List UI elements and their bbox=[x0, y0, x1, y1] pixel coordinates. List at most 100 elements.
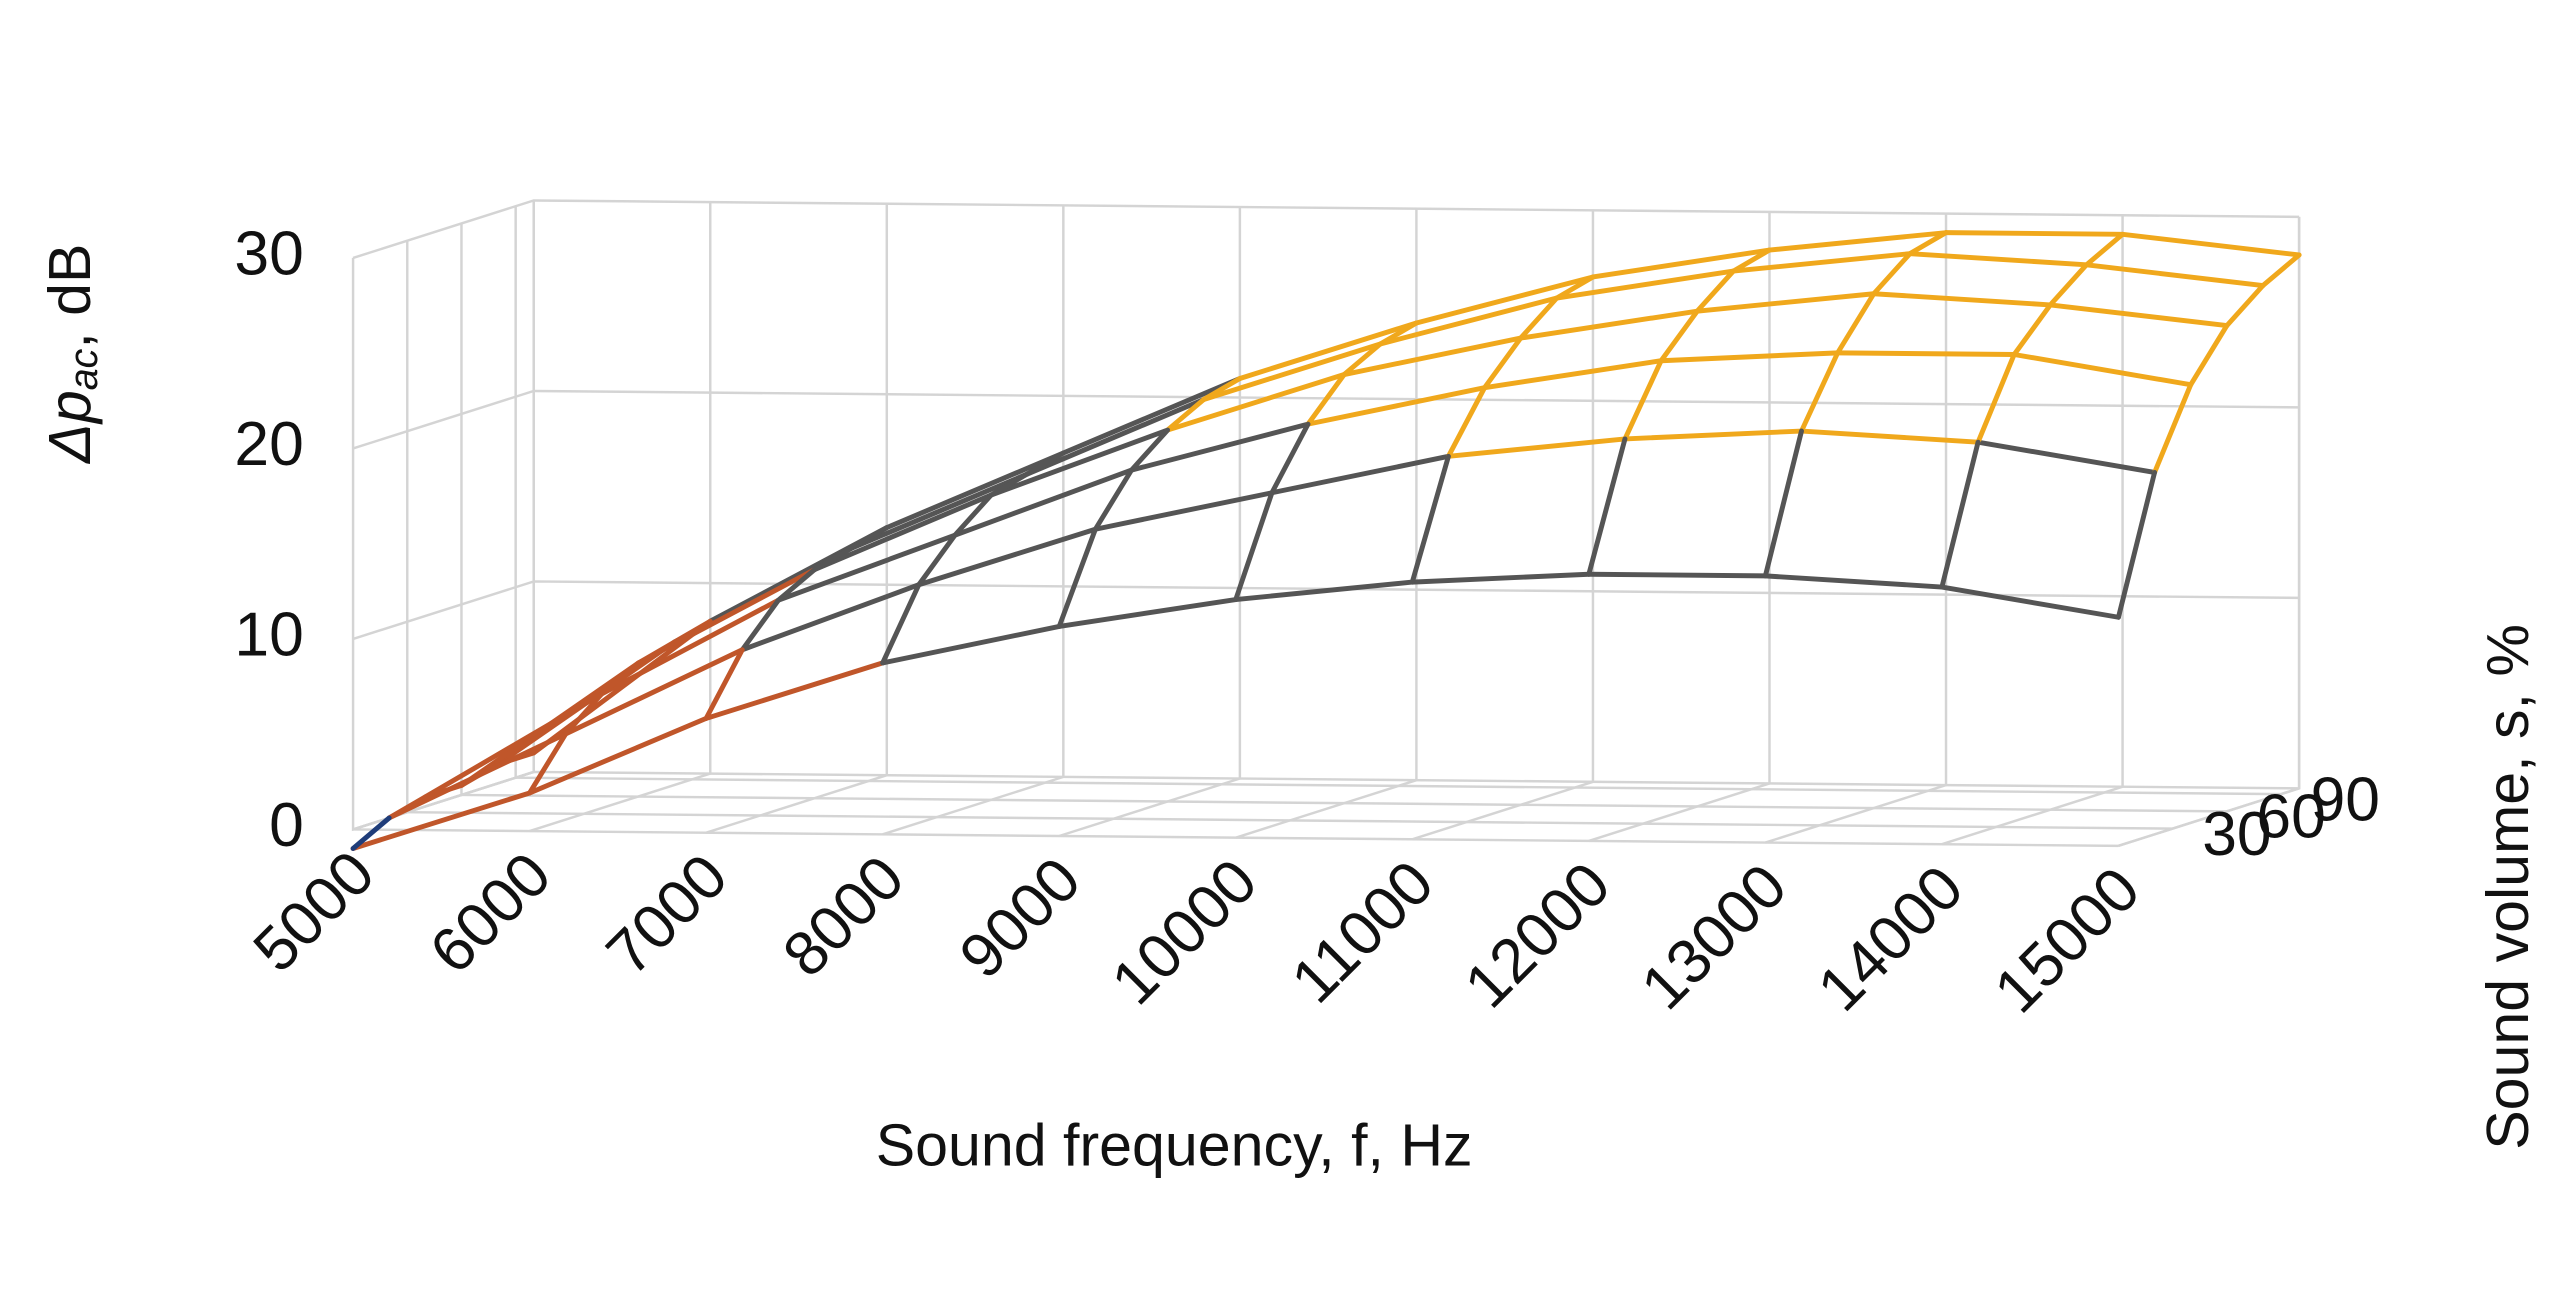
grid-line bbox=[460, 223, 2227, 813]
surface-segment bbox=[1658, 308, 1700, 364]
surface-segment bbox=[1377, 320, 1419, 347]
surface-segment bbox=[350, 815, 392, 851]
surface-segment bbox=[1554, 274, 1596, 301]
surface-segment bbox=[1694, 268, 1736, 314]
surface-segment bbox=[386, 794, 428, 821]
surface-segment bbox=[1445, 385, 1488, 459]
surface-segment bbox=[1092, 467, 1134, 532]
surface-segment bbox=[1939, 439, 1981, 590]
surface-segment bbox=[1622, 428, 1804, 442]
surface-segment bbox=[1586, 436, 1628, 577]
surface-segment bbox=[848, 471, 1030, 552]
box-edge bbox=[353, 828, 2119, 848]
grid-line bbox=[2118, 216, 2301, 848]
surface-segment bbox=[1092, 490, 1275, 532]
surface-segment bbox=[1835, 291, 1877, 356]
surface-segment bbox=[422, 691, 605, 800]
surface-segment bbox=[1799, 428, 1981, 445]
grid-layer bbox=[351, 199, 2301, 848]
surface-segment bbox=[1762, 573, 1945, 590]
box-edge bbox=[351, 200, 535, 832]
surface-segment bbox=[1201, 341, 1383, 402]
surface-segment bbox=[1975, 439, 2158, 475]
surface-segment bbox=[739, 597, 781, 653]
surface-segment bbox=[952, 467, 1134, 538]
surface-segment bbox=[988, 471, 1030, 498]
surface-segment bbox=[1165, 397, 1207, 433]
surface-segment bbox=[386, 731, 569, 821]
surface-segment bbox=[1377, 295, 1560, 347]
z-tick-label: 20 bbox=[234, 410, 303, 479]
surface-segment bbox=[599, 597, 781, 697]
surface-segment bbox=[880, 623, 1062, 666]
surface-segment bbox=[1269, 453, 1451, 496]
surface-segment bbox=[2120, 231, 2302, 258]
surface-segment bbox=[1341, 341, 1383, 377]
surface-segment bbox=[2011, 352, 2194, 388]
grid-line bbox=[352, 770, 2300, 831]
surface-segment bbox=[988, 427, 1171, 498]
x-tick-label: 6000 bbox=[417, 840, 564, 987]
surface-segment bbox=[1233, 579, 1415, 602]
surface-segment bbox=[775, 567, 818, 603]
surface-segment bbox=[527, 715, 709, 796]
surface-segment bbox=[848, 525, 890, 552]
x-tick-label: 11000 bbox=[1279, 848, 1447, 1016]
surface-segment bbox=[1730, 251, 1913, 274]
x-tick-label: 5000 bbox=[241, 838, 388, 985]
surface-segment bbox=[1165, 372, 1347, 433]
surface-segment bbox=[2115, 469, 2158, 620]
surface-segment bbox=[1056, 526, 1098, 629]
y-axis-title: Sound volume, s, % bbox=[2474, 624, 2541, 1150]
surface-segment bbox=[635, 639, 677, 666]
grid-line bbox=[352, 389, 2300, 450]
surface-segment bbox=[1482, 358, 1664, 391]
surface-segment bbox=[1730, 247, 1772, 274]
x-tick-label: 15000 bbox=[1982, 855, 2153, 1026]
surface-segment bbox=[703, 660, 886, 721]
surface-segment bbox=[739, 582, 922, 653]
z-axis-title: Δpac, dB bbox=[36, 244, 107, 465]
surface-segment bbox=[1975, 352, 2017, 445]
label-layer: 5000 6000 7000 8000 9000 10000 11000 12000 13000… bbox=[234, 219, 2380, 1026]
x-tick-label: 13000 bbox=[1629, 851, 1800, 1022]
z-tick-label: 0 bbox=[269, 791, 304, 860]
grid-line bbox=[406, 240, 2173, 830]
surface-segment bbox=[884, 450, 1066, 531]
surface-segment bbox=[1590, 247, 1772, 280]
surface-segment bbox=[1767, 230, 1949, 253]
surface-segment bbox=[952, 492, 994, 538]
y-tick-label: 90 bbox=[2311, 765, 2380, 834]
surface-segment bbox=[916, 532, 958, 588]
surface-segment bbox=[563, 691, 605, 737]
surface-segment bbox=[1060, 376, 1243, 456]
surface-segment bbox=[775, 532, 958, 603]
surface-segment bbox=[2152, 382, 2194, 475]
grid-line bbox=[352, 199, 2300, 260]
surface-segment bbox=[1943, 230, 2126, 237]
surface-segment bbox=[1799, 350, 1841, 434]
surface-segment bbox=[563, 647, 745, 737]
surface-segment bbox=[1835, 350, 2017, 357]
surface-segment bbox=[880, 582, 922, 666]
surface-segment bbox=[2011, 302, 2053, 357]
surface-segment bbox=[2188, 323, 2230, 388]
surface-segment bbox=[2083, 262, 2266, 288]
surface-segment bbox=[1305, 372, 1347, 427]
grid-line bbox=[514, 206, 2282, 796]
grid-line bbox=[1058, 207, 1242, 838]
x-tick-label: 8000 bbox=[770, 843, 917, 990]
x-tick-label: 7000 bbox=[594, 842, 741, 989]
surface-segment bbox=[1586, 571, 1768, 579]
surface-segment bbox=[1694, 291, 1877, 314]
z-tick-label: 10 bbox=[234, 600, 303, 669]
surface-segment bbox=[599, 660, 641, 697]
surface-segment bbox=[1907, 251, 2089, 268]
surface-segment bbox=[1518, 308, 1700, 341]
surface-segment bbox=[1907, 230, 1949, 257]
z-axis-subscript: ac bbox=[62, 348, 106, 390]
surface-segment bbox=[1024, 450, 1066, 477]
grid-line bbox=[705, 203, 889, 834]
x-tick-label: 10000 bbox=[1099, 847, 1270, 1018]
surface-segment bbox=[1658, 350, 1841, 364]
